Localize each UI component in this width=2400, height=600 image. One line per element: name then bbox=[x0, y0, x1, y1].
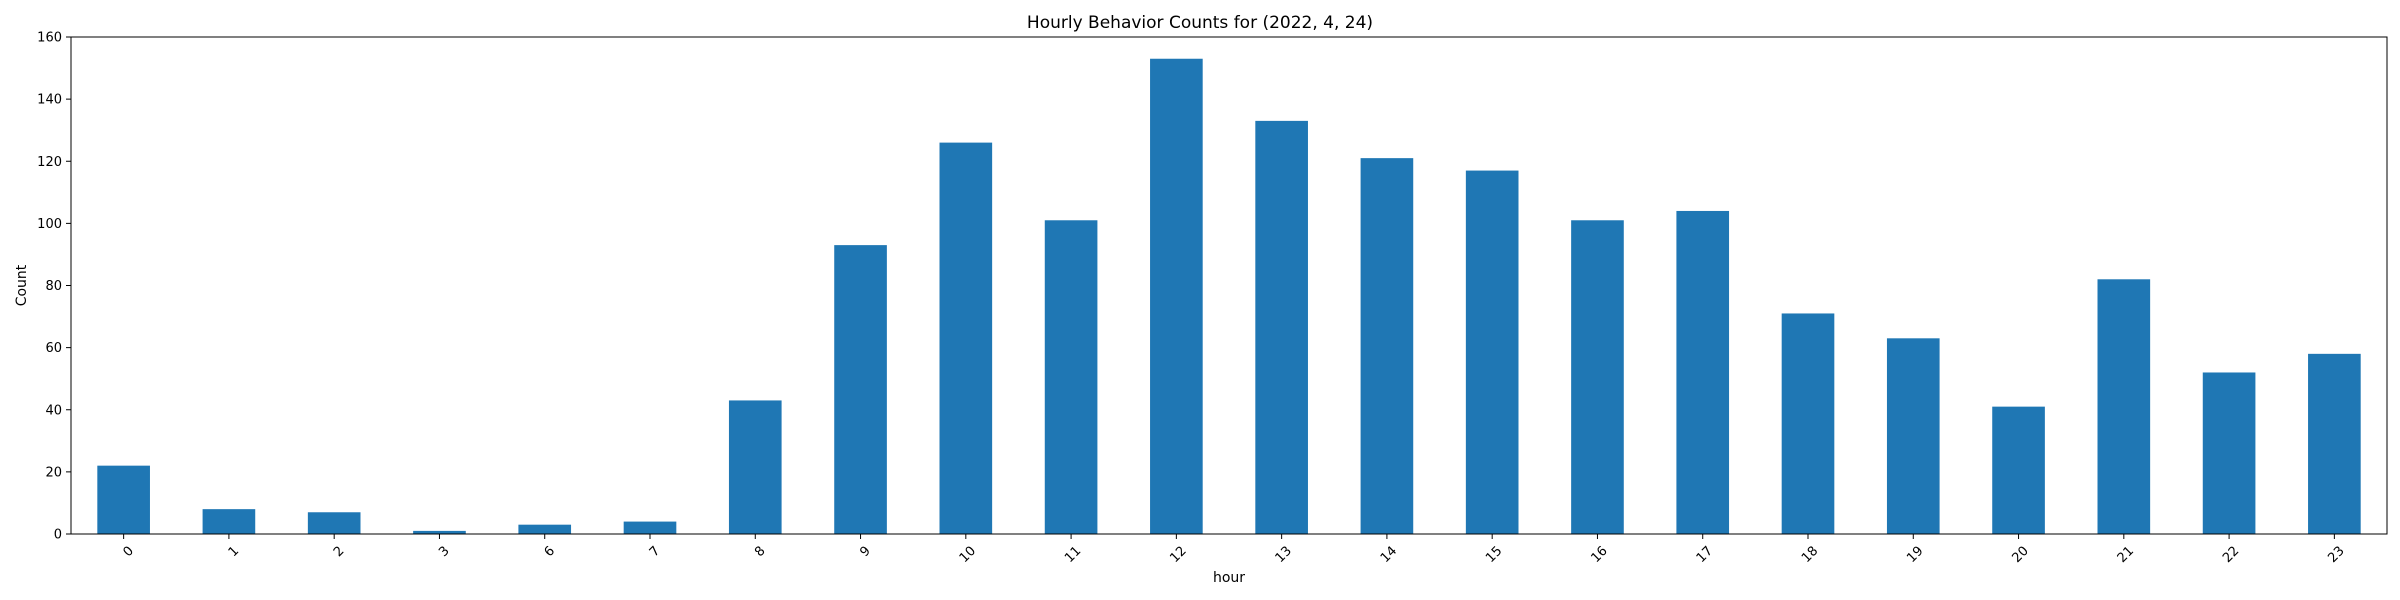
y-axis-label: Count bbox=[14, 264, 30, 306]
x-tick-label: 18 bbox=[1799, 544, 1821, 566]
x-tick-label: 12 bbox=[1167, 544, 1189, 566]
y-tick-label: 20 bbox=[45, 465, 62, 480]
x-tick-label: 7 bbox=[647, 544, 663, 560]
chart-title: Hourly Behavior Counts for (2022, 4, 24) bbox=[1027, 13, 1373, 33]
bar-hour-14 bbox=[1360, 158, 1414, 534]
y-tick-label: 100 bbox=[37, 217, 62, 232]
y-tick-label: 160 bbox=[37, 31, 62, 46]
y-tick-label: 60 bbox=[45, 341, 62, 356]
bar-hour-20 bbox=[1992, 406, 2045, 534]
x-tick-label: 17 bbox=[1694, 544, 1716, 566]
bar-hour-3 bbox=[413, 530, 466, 534]
y-tick-label: 0 bbox=[54, 528, 62, 543]
x-tick-label: 16 bbox=[1588, 544, 1610, 566]
x-tick-label: 19 bbox=[1904, 544, 1926, 566]
x-axis: 0 1 2 3 6 7 8 9 10 11 12 13 14 15 16 17 18 19 20 21 22 23 bbox=[120, 534, 2348, 566]
x-tick-label: 11 bbox=[1062, 544, 1084, 566]
bar-hour-18 bbox=[1781, 313, 1835, 534]
bar-hour-22 bbox=[2202, 372, 2256, 534]
bar-hour-10 bbox=[939, 142, 993, 535]
x-tick-label: 20 bbox=[2010, 544, 2032, 566]
bar-hour-6 bbox=[518, 524, 572, 534]
x-axis-label: hour bbox=[1213, 570, 1245, 586]
bar-hour-2 bbox=[307, 512, 361, 534]
x-tick-label: 8 bbox=[752, 544, 768, 560]
y-tick-label: 80 bbox=[45, 279, 62, 294]
y-axis: 0 20 40 60 80 100 120 140 160 bbox=[37, 31, 71, 543]
bar-hour-8 bbox=[728, 400, 782, 534]
bar-hour-17 bbox=[1676, 210, 1730, 534]
bar-hour-13 bbox=[1255, 120, 1308, 535]
bar-hour-7 bbox=[623, 521, 677, 534]
x-tick-label: 23 bbox=[2325, 544, 2347, 566]
x-tick-label: 14 bbox=[1378, 544, 1400, 566]
bar-hour-15 bbox=[1465, 170, 1519, 534]
plot-frame bbox=[70, 36, 2388, 535]
bar-hour-12 bbox=[1150, 58, 1203, 535]
x-tick-label: 15 bbox=[1483, 544, 1505, 566]
bar-hour-0 bbox=[97, 465, 150, 534]
x-tick-label: 6 bbox=[542, 544, 558, 560]
bar-hour-21 bbox=[2097, 279, 2151, 534]
x-tick-label: 9 bbox=[857, 544, 873, 560]
bars-group bbox=[97, 58, 2361, 535]
x-tick-label: 10 bbox=[957, 544, 979, 566]
bar-hour-16 bbox=[1571, 220, 1624, 534]
y-tick-label: 40 bbox=[45, 403, 62, 418]
bar-hour-11 bbox=[1044, 220, 1098, 534]
x-tick-label: 3 bbox=[436, 544, 452, 560]
y-tick-label: 140 bbox=[37, 93, 62, 108]
bar-hour-9 bbox=[834, 245, 887, 534]
x-tick-label: 2 bbox=[331, 544, 347, 560]
x-tick-label: 22 bbox=[2220, 544, 2242, 566]
bar-hour-19 bbox=[1886, 338, 1940, 534]
y-tick-label: 120 bbox=[37, 155, 62, 170]
x-tick-label: 21 bbox=[2115, 544, 2137, 566]
bar-hour-1 bbox=[202, 509, 256, 534]
x-tick-label: 13 bbox=[1273, 544, 1295, 566]
x-tick-label: 1 bbox=[226, 544, 242, 560]
x-tick-label: 0 bbox=[120, 544, 136, 560]
bar-hour-23 bbox=[2308, 353, 2361, 534]
